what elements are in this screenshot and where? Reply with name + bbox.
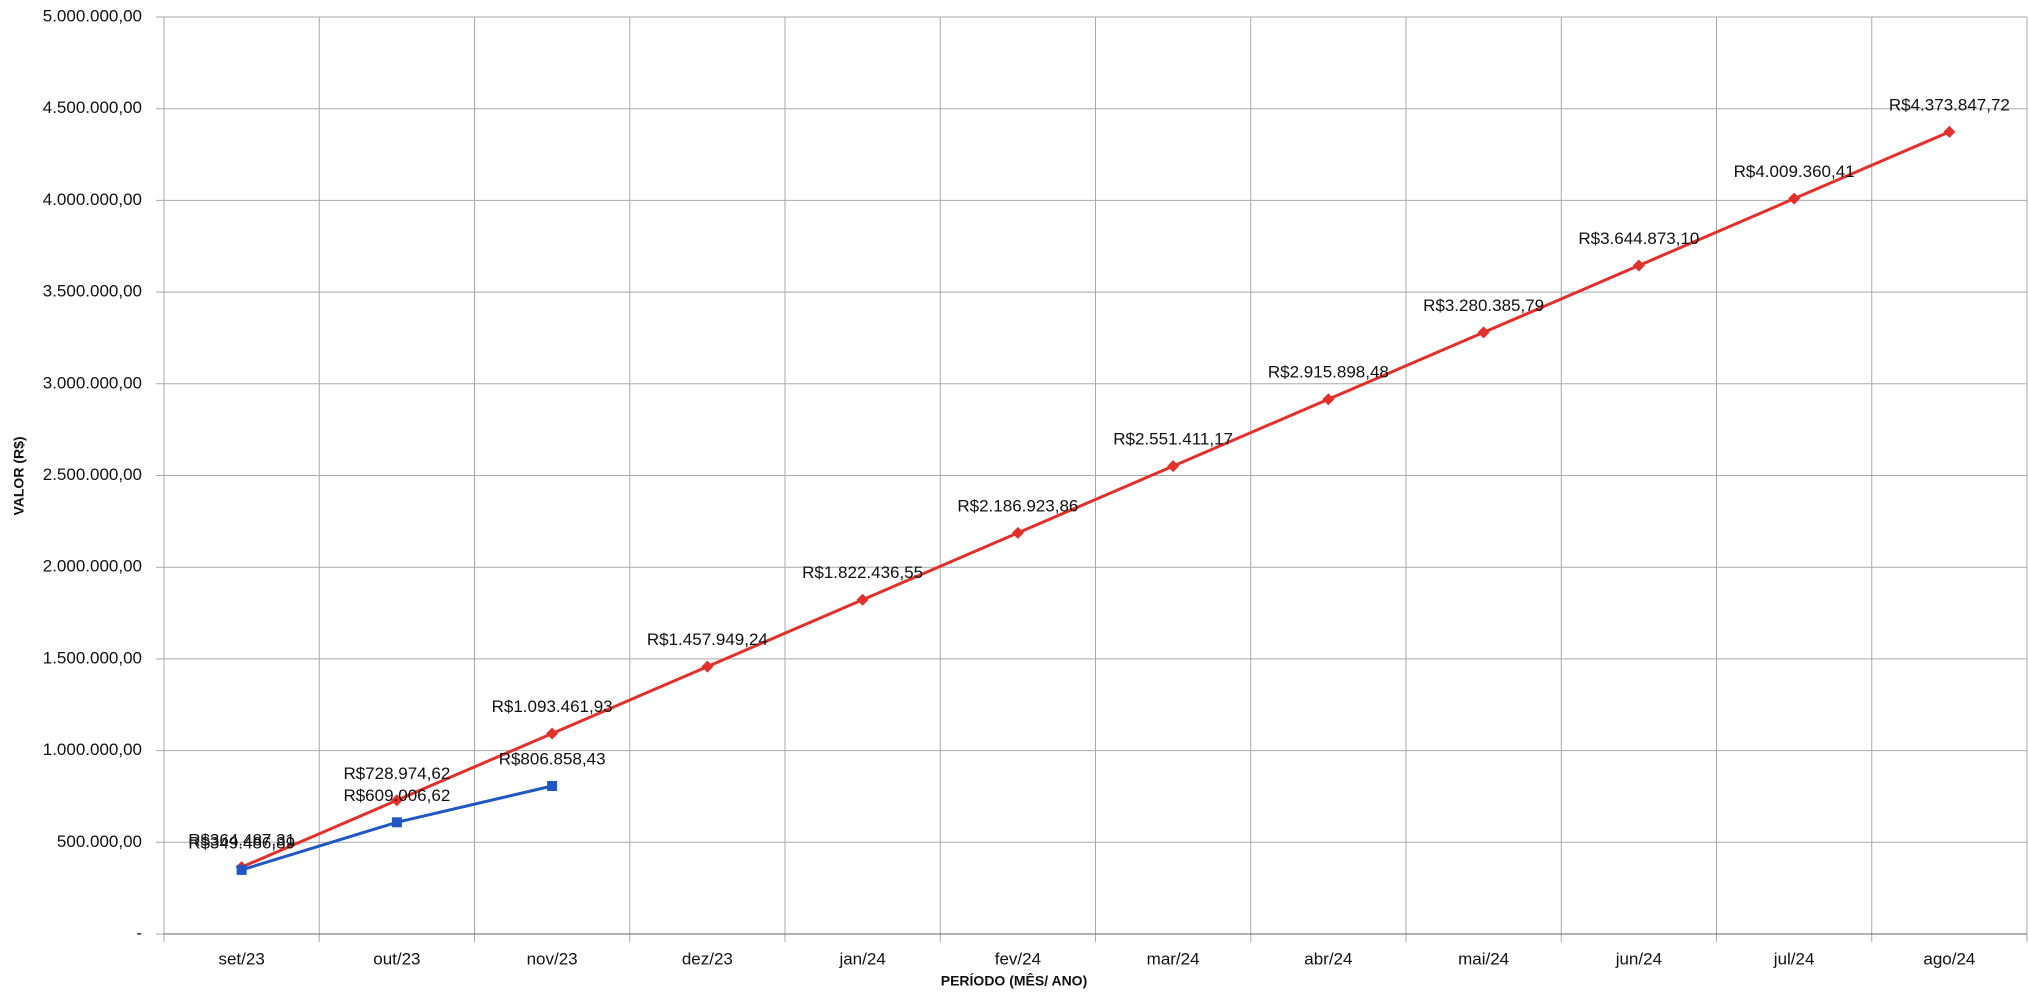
- x-tick-label: jan/24: [838, 949, 885, 968]
- point: [1943, 125, 1956, 138]
- data-label: R$806.858,43: [499, 750, 606, 769]
- y-tick-label: 5.000.000,00: [43, 6, 142, 25]
- x-tick-label: set/23: [218, 949, 264, 968]
- data-label: R$728.974,62: [343, 764, 450, 783]
- y-tick-label: -: [136, 923, 142, 942]
- point: [1167, 460, 1180, 473]
- point: [546, 727, 559, 740]
- data-label: R$3.644.873,10: [1578, 229, 1699, 248]
- x-tick-label: out/23: [373, 949, 420, 968]
- point: [547, 781, 558, 792]
- y-tick-label: 2.500.000,00: [43, 465, 142, 484]
- point: [236, 864, 247, 875]
- x-tick-label: abr/24: [1304, 949, 1352, 968]
- data-label: R$1.822.436,55: [802, 563, 923, 582]
- data-label: R$2.186.923,86: [957, 496, 1078, 515]
- data-label: R$3.280.385,79: [1423, 296, 1544, 315]
- x-tick-label: nov/23: [527, 949, 578, 968]
- point: [701, 660, 714, 673]
- data-label: R$609.006,62: [343, 786, 450, 805]
- x-tick-label: ago/24: [1923, 949, 1975, 968]
- series-line: [241, 130, 1950, 869]
- y-tick-label: 2.000.000,00: [43, 557, 142, 576]
- data-label: R$4.009.360,41: [1734, 162, 1855, 181]
- x-tick-label: mai/24: [1458, 949, 1509, 968]
- point: [1632, 259, 1645, 272]
- point: [1011, 526, 1024, 539]
- x-axis-title: PERÍODO (MÊS/ ANO): [941, 972, 1088, 989]
- data-label: R$2.915.898,48: [1268, 363, 1389, 382]
- point: [1477, 326, 1490, 339]
- point: [1788, 192, 1801, 205]
- x-tick-label: mar/24: [1147, 949, 1200, 968]
- y-tick-label: 3.000.000,00: [43, 373, 142, 392]
- y-tick-label: 4.500.000,00: [43, 98, 142, 117]
- y-tick-label: 500.000,00: [57, 832, 142, 851]
- data-label: R$364.487,31: [188, 831, 295, 850]
- point: [390, 794, 403, 807]
- data-label: R$349.486,89: [188, 833, 295, 852]
- y-tick-label: 1.500.000,00: [43, 648, 142, 667]
- data-label: R$1.093.461,93: [492, 697, 613, 716]
- y-tick-label: 1.000.000,00: [43, 740, 142, 759]
- point: [391, 817, 402, 828]
- data-label: R$1.457.949,24: [647, 630, 768, 649]
- y-tick-label: 3.500.000,00: [43, 282, 142, 301]
- x-tick-label: fev/24: [995, 949, 1041, 968]
- point: [1322, 393, 1335, 406]
- data-label: R$2.551.411,17: [1113, 430, 1233, 449]
- x-tick-label: dez/23: [682, 949, 733, 968]
- point: [856, 593, 869, 606]
- x-tick-label: jul/24: [1773, 949, 1815, 968]
- y-axis-title: VALOR (R$): [11, 436, 27, 515]
- data-label: R$4.373.847,72: [1889, 95, 2010, 114]
- x-tick-label: jun/24: [1615, 949, 1662, 968]
- y-tick-label: 4.000.000,00: [43, 190, 142, 209]
